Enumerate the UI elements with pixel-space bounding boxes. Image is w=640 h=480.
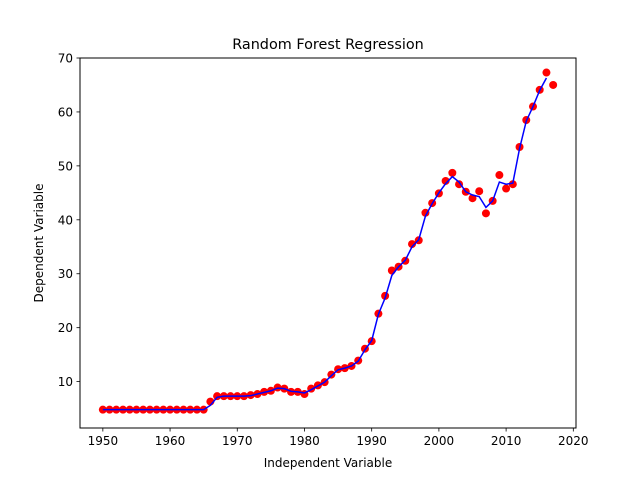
y-tick-label: 70 xyxy=(58,52,73,66)
x-tick-label: 1990 xyxy=(356,434,387,448)
plot-area xyxy=(98,68,558,414)
x-tick-label: 1970 xyxy=(222,434,253,448)
x-tick-label: 2000 xyxy=(424,434,455,448)
axes-frame xyxy=(79,57,577,429)
data-point xyxy=(481,209,490,218)
data-point xyxy=(508,180,517,189)
data-point xyxy=(213,392,222,401)
x-tick-label: 1960 xyxy=(155,434,186,448)
data-point xyxy=(549,80,558,89)
data-point xyxy=(495,171,504,180)
y-tick-label: 40 xyxy=(58,213,73,227)
regression-line xyxy=(102,77,548,411)
y-tick-label: 50 xyxy=(58,159,73,173)
y-tick-label: 10 xyxy=(58,375,73,389)
data-point xyxy=(475,187,484,196)
x-tick-label: 2010 xyxy=(491,434,522,448)
x-tick-label: 1980 xyxy=(289,434,320,448)
x-axis-label: Independent Variable xyxy=(264,456,392,470)
data-point xyxy=(502,184,511,193)
data-point xyxy=(542,68,551,77)
x-tick-label: 1950 xyxy=(88,434,119,448)
data-point xyxy=(408,240,417,249)
y-tick-label: 30 xyxy=(58,267,73,281)
data-point xyxy=(448,168,457,177)
y-tick-label: 20 xyxy=(58,321,73,335)
y-axis-label: Dependent Variable xyxy=(32,184,46,303)
ticks: 1950 1960 1970 1980 1990 2000 2010 2020 10 20 30 40… xyxy=(58,52,589,449)
data-point xyxy=(441,176,450,185)
data-point xyxy=(387,266,396,275)
y-tick-label: 60 xyxy=(58,105,73,119)
x-tick-label: 2020 xyxy=(558,434,589,448)
chart-title: Random Forest Regression xyxy=(232,37,424,53)
